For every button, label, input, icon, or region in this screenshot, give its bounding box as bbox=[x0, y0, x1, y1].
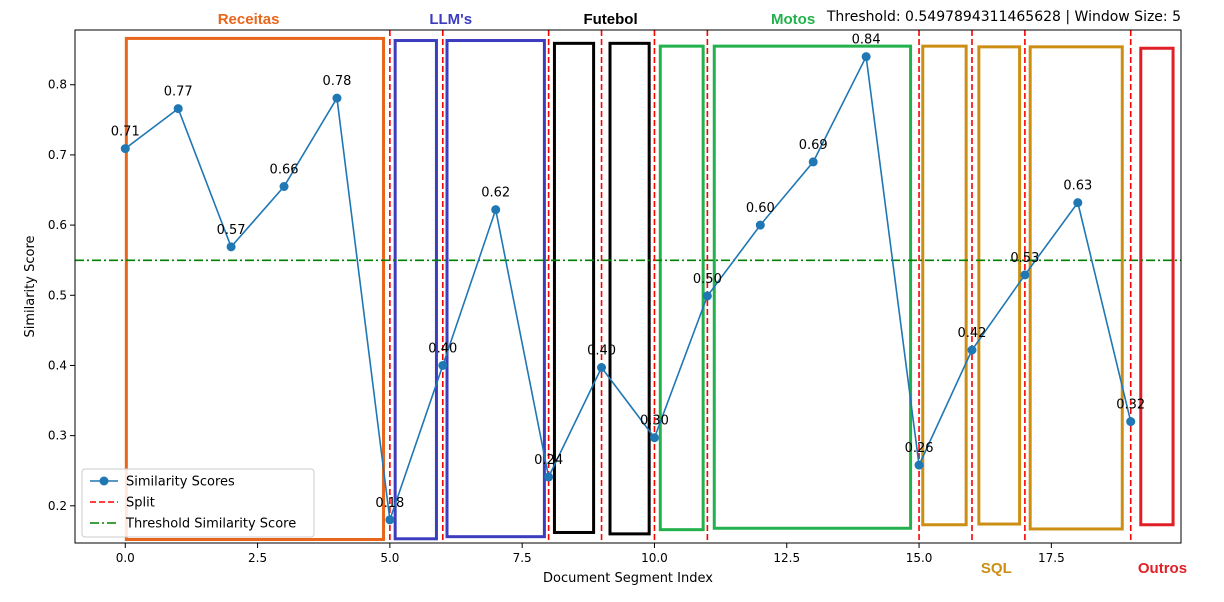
y-tick-label-2: 0.4 bbox=[48, 358, 67, 372]
y-tick-label-0: 0.2 bbox=[48, 499, 67, 513]
data-label-2: 0.57 bbox=[217, 223, 246, 238]
topic-boxes bbox=[124, 36, 1175, 541]
data-label-17: 0.53 bbox=[1010, 251, 1039, 266]
data-point-7 bbox=[491, 205, 501, 215]
split-lines bbox=[389, 30, 1132, 543]
data-point-11 bbox=[702, 291, 712, 301]
x-tick-label-2: 5.0 bbox=[380, 551, 399, 565]
data-label-15: 0.26 bbox=[905, 441, 934, 456]
series-line-0 bbox=[124, 53, 1132, 521]
data-label-14: 0.84 bbox=[852, 33, 881, 48]
data-point-17 bbox=[1020, 270, 1030, 280]
data-label-13: 0.69 bbox=[799, 138, 828, 153]
data-point-15 bbox=[914, 460, 924, 470]
data-label-18: 0.63 bbox=[1063, 179, 1092, 194]
data-point-19 bbox=[1126, 417, 1136, 427]
data-point-6 bbox=[438, 360, 448, 370]
threshold-window-text: Threshold: 0.5497894311465628 | Window S… bbox=[826, 9, 1181, 25]
data-label-1: 0.77 bbox=[164, 85, 193, 100]
data-point-4 bbox=[332, 93, 342, 103]
axes: 0.0 2.5 5.0 7.5 10.0 12.5 15.0 17.5 0.2 0.3 0.4 0.5… bbox=[48, 78, 1065, 565]
x-tick-label-0: 0.0 bbox=[116, 551, 135, 565]
x-tick-label-7: 17.5 bbox=[1038, 551, 1065, 565]
topic-box-1 bbox=[393, 39, 438, 541]
data-label-11: 0.50 bbox=[693, 272, 722, 287]
x-axis-label: Document Segment Index bbox=[543, 571, 713, 586]
y-tick-label-3: 0.5 bbox=[48, 288, 67, 302]
data-label-5: 0.18 bbox=[375, 496, 404, 511]
data-point-8 bbox=[544, 472, 554, 482]
y-tick-label-1: 0.3 bbox=[48, 429, 67, 443]
data-point-3 bbox=[279, 181, 289, 191]
y-axis-label: Similarity Score bbox=[23, 235, 38, 337]
y-tick-label-4: 0.6 bbox=[48, 218, 67, 232]
data-label-3: 0.66 bbox=[270, 162, 299, 177]
data-label-4: 0.78 bbox=[322, 74, 351, 89]
topic-box-9 bbox=[1028, 45, 1124, 531]
data-label-8: 0.24 bbox=[534, 453, 563, 468]
x-tick-label-1: 2.5 bbox=[248, 551, 267, 565]
topic-box-6 bbox=[712, 44, 913, 530]
data-labels: 0.71 0.77 0.57 0.66 0.78 0.18 0.40 0.62 0.24 0.40… bbox=[111, 33, 1145, 511]
legend: Similarity Scores Split Threshold Similari… bbox=[81, 468, 315, 538]
y-tick-label-5: 0.7 bbox=[48, 148, 67, 162]
legend-box bbox=[81, 468, 315, 538]
topic-box-5 bbox=[658, 44, 705, 532]
legend-label-1: Split bbox=[126, 496, 155, 511]
data-label-7: 0.62 bbox=[481, 186, 510, 201]
legend-label-0: Similarity Scores bbox=[126, 475, 235, 490]
data-point-2 bbox=[226, 242, 236, 252]
data-point-13 bbox=[808, 157, 818, 167]
data-point-1 bbox=[173, 104, 183, 114]
topic-box-4 bbox=[608, 41, 651, 536]
data-label-16: 0.42 bbox=[957, 326, 986, 341]
plot-frame bbox=[74, 29, 1182, 544]
y-tick-label-6: 0.8 bbox=[48, 78, 67, 92]
topic-label-4: SQL bbox=[981, 560, 1012, 577]
topic-label-5: Outros bbox=[1138, 560, 1187, 577]
data-point-18 bbox=[1073, 198, 1083, 208]
topic-box-10 bbox=[1139, 46, 1175, 527]
topic-box-3 bbox=[552, 41, 596, 534]
data-label-6: 0.40 bbox=[428, 341, 457, 356]
data-label-0: 0.71 bbox=[111, 125, 140, 140]
topic-label-3: Motos bbox=[771, 11, 815, 28]
topic-box-7 bbox=[921, 44, 968, 527]
topic-labels: Receitas LLM's Futebol Motos SQL Outros bbox=[218, 11, 1187, 577]
topic-box-8 bbox=[977, 45, 1022, 526]
topic-box-2 bbox=[445, 39, 546, 539]
data-point-12 bbox=[755, 220, 765, 230]
legend-marker-0 bbox=[99, 476, 109, 486]
x-tick-label-3: 7.5 bbox=[513, 551, 532, 565]
data-point-0 bbox=[120, 144, 130, 154]
data-label-12: 0.60 bbox=[746, 201, 775, 216]
data-point-9 bbox=[597, 363, 607, 373]
data-label-19: 0.32 bbox=[1116, 398, 1145, 413]
topic-label-0: Receitas bbox=[218, 11, 280, 28]
topic-label-2: Futebol bbox=[583, 11, 637, 28]
topic-box-0 bbox=[124, 36, 386, 541]
legend-entries: Similarity Scores Split Threshold Similari… bbox=[90, 475, 296, 532]
data-label-9: 0.40 bbox=[587, 344, 616, 359]
legend-label-2: Threshold Similarity Score bbox=[125, 517, 296, 532]
data-point-16 bbox=[967, 345, 977, 355]
data-point-5 bbox=[385, 515, 395, 525]
series-layer bbox=[120, 52, 1136, 525]
x-tick-label-6: 15.0 bbox=[906, 551, 933, 565]
data-point-10 bbox=[649, 433, 659, 443]
data-label-10: 0.30 bbox=[640, 414, 669, 429]
x-tick-label-4: 10.0 bbox=[641, 551, 668, 565]
topic-label-1: LLM's bbox=[429, 11, 472, 28]
data-point-14 bbox=[861, 52, 871, 62]
x-tick-label-5: 12.5 bbox=[773, 551, 800, 565]
